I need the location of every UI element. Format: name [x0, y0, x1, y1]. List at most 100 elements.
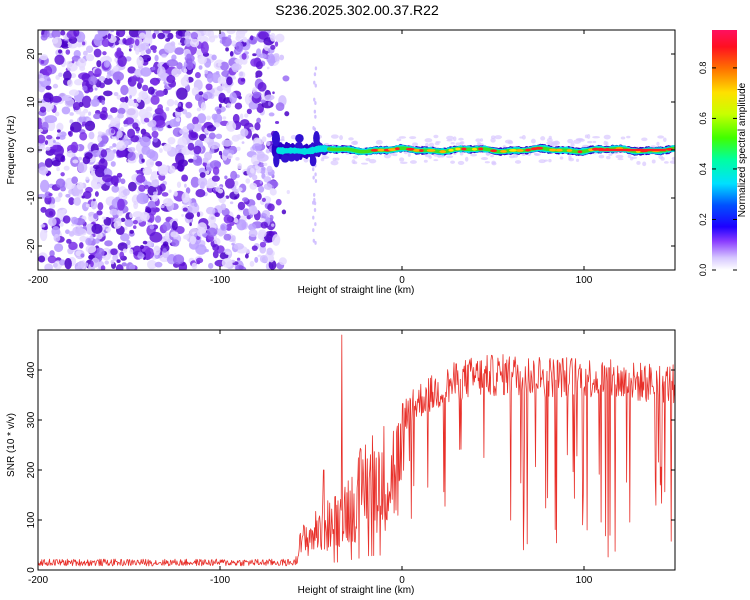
noise-speckle — [459, 141, 464, 145]
ridge-peak — [405, 147, 415, 151]
noise-blob — [191, 87, 200, 97]
noise-blob — [236, 146, 241, 151]
noise-blob — [85, 45, 94, 54]
noise-blob — [268, 112, 275, 117]
noise-blob — [231, 235, 236, 242]
noise-blob — [249, 168, 255, 174]
noise-blob — [184, 183, 187, 188]
noise-speckle — [662, 137, 667, 143]
noise-blob — [147, 86, 155, 95]
noise-speckle — [399, 157, 405, 162]
noise-blob — [266, 165, 273, 173]
noise-blob — [197, 176, 208, 187]
noise-blob — [127, 244, 132, 248]
noise-blob — [68, 89, 80, 96]
ridge-peak — [509, 148, 517, 152]
ridge-burst — [273, 153, 280, 168]
noise-blob — [204, 249, 209, 253]
noise-blob — [78, 242, 84, 249]
noise-blob — [121, 262, 127, 267]
noise-blob — [151, 179, 160, 188]
ridge-peak — [500, 150, 507, 153]
noise-blob — [124, 140, 129, 146]
snr-series-line — [38, 334, 675, 567]
noise-blob — [78, 156, 82, 161]
snr-x-tick-label: -100 — [210, 575, 230, 586]
noise-blob — [116, 47, 122, 53]
noise-blob — [184, 233, 190, 241]
noise-blob — [81, 41, 86, 46]
noise-blob — [162, 198, 173, 207]
noise-blob — [151, 194, 159, 202]
noise-blob — [102, 51, 107, 56]
noise-blob — [155, 90, 166, 97]
noise-blob — [190, 31, 199, 40]
noise-speckle — [375, 139, 383, 145]
noise-streak — [314, 114, 317, 119]
noise-blob — [110, 119, 117, 126]
noise-speckle — [586, 134, 591, 139]
noise-blob — [160, 204, 165, 209]
noise-blob — [44, 140, 49, 146]
noise-blob — [94, 87, 98, 91]
noise-blob — [155, 160, 163, 167]
noise-blob — [242, 197, 249, 202]
noise-blob — [85, 53, 95, 62]
noise-blob — [101, 216, 107, 220]
ridge-peak — [413, 148, 421, 152]
noise-blob — [242, 36, 248, 43]
noise-blob — [240, 78, 246, 82]
noise-blob — [146, 222, 152, 226]
noise-speckle — [642, 161, 647, 167]
noise-blob — [178, 42, 182, 45]
noise-speckle — [551, 141, 557, 144]
noise-blob — [184, 30, 191, 40]
noise-blob — [45, 146, 51, 151]
noise-blob — [154, 261, 163, 268]
noise-blob — [217, 62, 222, 67]
noise-blobs — [38, 30, 675, 270]
noise-blob — [47, 136, 56, 148]
noise-blob — [236, 219, 247, 231]
noise-blob — [263, 183, 273, 190]
noise-blob — [39, 229, 48, 242]
noise-blob — [279, 54, 285, 61]
noise-blob — [172, 127, 183, 137]
noise-blob — [235, 156, 240, 161]
noise-blob — [48, 193, 53, 197]
noise-blob — [124, 219, 134, 227]
noise-blob — [282, 75, 290, 82]
noise-blob — [81, 95, 92, 108]
noise-blob — [188, 202, 200, 214]
noise-speckle — [398, 136, 407, 139]
noise-blob — [61, 106, 71, 115]
noise-blob — [271, 223, 275, 227]
ridge-burst — [287, 153, 296, 162]
noise-speckle — [450, 142, 455, 145]
noise-blob — [44, 115, 58, 124]
noise-speckle — [368, 158, 377, 164]
noise-blob — [212, 166, 220, 176]
noise-speckle — [409, 160, 417, 164]
noise-speckle — [568, 155, 572, 160]
noise-blob — [274, 120, 280, 125]
noise-speckle — [475, 138, 481, 142]
ridge-peak — [577, 150, 583, 154]
noise-blob — [103, 90, 113, 97]
noise-blob — [284, 111, 290, 117]
noise-blob — [254, 256, 259, 263]
noise-blob — [165, 107, 170, 112]
noise-blob — [225, 251, 232, 255]
noise-speckle — [608, 153, 613, 156]
noise-blob — [101, 38, 111, 48]
noise-blob — [256, 153, 269, 162]
noise-speckle — [446, 135, 454, 141]
noise-blob — [68, 241, 78, 251]
noise-blob — [149, 119, 157, 127]
noise-blob — [175, 117, 181, 122]
noise-blob — [91, 223, 103, 234]
noise-speckle — [547, 143, 552, 146]
noise-blob — [226, 76, 233, 86]
noise-blob — [172, 254, 185, 265]
noise-blob — [150, 95, 160, 105]
